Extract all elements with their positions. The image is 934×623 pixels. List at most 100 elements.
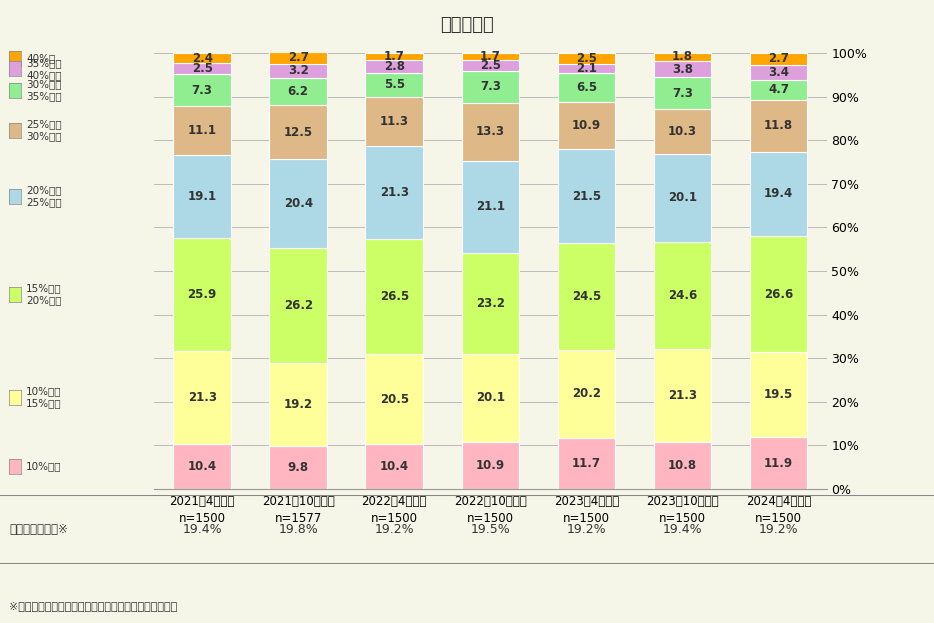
Bar	[269, 363, 327, 446]
Text: 23.2: 23.2	[475, 297, 505, 310]
Bar	[750, 53, 807, 65]
Text: 10.9: 10.9	[475, 459, 505, 472]
Text: 2.4: 2.4	[191, 52, 213, 65]
Text: 5.5: 5.5	[384, 78, 404, 91]
Bar	[750, 437, 807, 489]
Text: 19.8%: 19.8%	[278, 523, 318, 536]
Text: 21.3: 21.3	[188, 391, 217, 404]
Bar	[750, 352, 807, 437]
Bar	[269, 249, 327, 363]
Text: 3.4: 3.4	[768, 65, 789, 78]
Bar	[365, 239, 423, 354]
Text: 19.4%: 19.4%	[663, 523, 702, 536]
Text: 26.6: 26.6	[764, 288, 793, 301]
Text: 20.4: 20.4	[284, 197, 313, 211]
Text: 21.1: 21.1	[475, 200, 505, 213]
Text: 10.8: 10.8	[668, 459, 697, 472]
Text: 1.8: 1.8	[672, 50, 693, 64]
Bar	[365, 146, 423, 239]
Bar	[558, 102, 616, 150]
Text: 2.8: 2.8	[384, 60, 404, 73]
Bar	[750, 236, 807, 352]
Bar	[174, 53, 231, 64]
Text: 2.5: 2.5	[576, 52, 597, 65]
Text: 25%超～
30%以内: 25%超～ 30%以内	[26, 119, 62, 141]
Bar	[269, 52, 327, 64]
Text: 7.3: 7.3	[672, 87, 693, 100]
Bar	[174, 351, 231, 444]
Bar	[461, 442, 519, 489]
Text: 9.8: 9.8	[288, 461, 309, 474]
Bar	[654, 154, 712, 242]
Text: 返済負担率: 返済負担率	[440, 16, 494, 34]
Bar	[654, 349, 712, 442]
Text: 10%超～
15%以内: 10%超～ 15%以内	[26, 386, 62, 409]
Text: 2.7: 2.7	[768, 52, 789, 65]
Text: 3.2: 3.2	[288, 64, 308, 77]
Text: 13.3: 13.3	[475, 125, 505, 138]
Bar	[750, 151, 807, 236]
Text: 2.5: 2.5	[191, 62, 213, 75]
Bar	[654, 53, 712, 61]
Bar	[174, 74, 231, 106]
Text: ※平均値は、各階級の中央値等を用いて算出した参考値: ※平均値は、各階級の中央値等を用いて算出した参考値	[9, 601, 177, 611]
Bar	[461, 253, 519, 354]
Text: 30%超～
35%以内: 30%超～ 35%以内	[26, 79, 62, 102]
Bar	[365, 53, 423, 60]
Text: 24.5: 24.5	[572, 290, 601, 303]
Bar	[269, 64, 327, 78]
Text: 40%超: 40%超	[26, 53, 55, 63]
Text: 6.2: 6.2	[288, 85, 309, 98]
Text: 19.5: 19.5	[764, 388, 793, 401]
Text: （参考）平均値※: （参考）平均値※	[9, 523, 68, 536]
Bar	[174, 106, 231, 155]
Text: 20.1: 20.1	[668, 191, 697, 204]
Text: 15%超～
20%以内: 15%超～ 20%以内	[26, 283, 62, 305]
Bar	[558, 150, 616, 243]
Bar	[365, 354, 423, 444]
Text: 19.1: 19.1	[188, 190, 217, 202]
Bar	[558, 243, 616, 350]
Text: 7.3: 7.3	[191, 83, 213, 97]
Bar	[365, 444, 423, 489]
Text: 1.7: 1.7	[384, 50, 404, 63]
Bar	[174, 444, 231, 489]
Bar	[558, 350, 616, 438]
Text: 10%以内: 10%以内	[26, 462, 62, 472]
Bar	[654, 77, 712, 109]
Text: 19.5%: 19.5%	[471, 523, 510, 536]
Text: 20%超～
25%以内: 20%超～ 25%以内	[26, 185, 62, 207]
Text: 2.1: 2.1	[576, 62, 597, 75]
Bar	[558, 74, 616, 102]
Text: 19.4: 19.4	[764, 188, 793, 201]
Text: 4.7: 4.7	[768, 83, 789, 97]
Bar	[174, 238, 231, 351]
Text: 19.2%: 19.2%	[567, 523, 606, 536]
Bar	[269, 159, 327, 249]
Text: 21.3: 21.3	[380, 186, 409, 199]
Text: 1.7: 1.7	[480, 50, 501, 63]
Text: 6.5: 6.5	[576, 81, 597, 94]
Text: 10.4: 10.4	[380, 460, 409, 473]
Text: 20.5: 20.5	[380, 392, 409, 406]
Text: 21.5: 21.5	[572, 190, 601, 202]
Text: 2.5: 2.5	[480, 59, 501, 72]
Bar	[365, 73, 423, 97]
Bar	[461, 161, 519, 253]
Bar	[174, 155, 231, 238]
Text: 2.7: 2.7	[288, 52, 308, 64]
Bar	[174, 64, 231, 74]
Text: 11.3: 11.3	[380, 115, 409, 128]
Bar	[558, 64, 616, 74]
Text: 19.2: 19.2	[284, 398, 313, 411]
Bar	[269, 78, 327, 105]
Text: 25.9: 25.9	[188, 288, 217, 301]
Text: 20.1: 20.1	[475, 391, 505, 404]
Bar	[654, 242, 712, 349]
Text: 26.5: 26.5	[379, 290, 409, 303]
Text: 3.8: 3.8	[672, 62, 693, 75]
Text: 11.8: 11.8	[764, 119, 793, 132]
Text: 10.9: 10.9	[572, 119, 601, 132]
Text: 10.3: 10.3	[668, 125, 697, 138]
Bar	[365, 60, 423, 73]
